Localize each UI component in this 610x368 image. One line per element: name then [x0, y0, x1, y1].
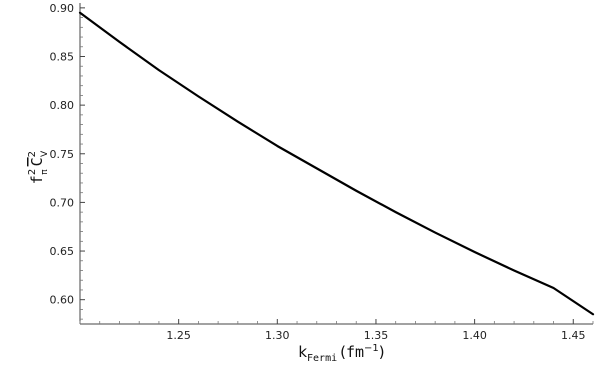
y-label-c-sub: V [40, 150, 50, 157]
x-label-open: ( [340, 343, 346, 361]
x-ticks: 1.25 1.30 1.35 1.40 1.45 [79, 319, 594, 342]
x-tick-label: 1.40 [462, 329, 487, 342]
x-tick-label: 1.25 [166, 329, 191, 342]
x-label-sub: Fermi [307, 353, 337, 364]
y-ticks: 0.60 0.65 0.70 0.75 0.80 0.85 0.90 [50, 2, 85, 320]
y-tick-label: 0.70 [50, 196, 75, 209]
y-tick-label: 0.85 [50, 51, 75, 64]
axes [79, 3, 593, 325]
y-tick-label: 0.80 [50, 99, 75, 112]
y-label-c-sup: 2 [27, 151, 38, 157]
x-label-unit: fm [346, 343, 364, 361]
x-tick-label: 1.45 [561, 329, 586, 342]
y-label-f-sub: π [40, 169, 50, 175]
y-label-c: C [28, 157, 46, 166]
y-label-f-sup: 2 [27, 169, 38, 175]
y-tick-label: 0.90 [50, 2, 75, 15]
y-tick-label: 0.75 [50, 148, 75, 161]
x-label-main: k [298, 343, 307, 361]
x-tick-label: 1.30 [265, 329, 290, 342]
y-label-f: f [28, 175, 46, 184]
x-label-exp: −1 [364, 343, 379, 354]
x-axis-label: kFermi (fm−1) [298, 343, 384, 364]
y-tick-label: 0.65 [50, 245, 75, 258]
series-layer [78, 11, 595, 316]
y-axis-label: f2 πC2 V [27, 150, 50, 184]
x-label-close: ) [379, 343, 385, 361]
series-line [78, 11, 595, 316]
x-tick-label: 1.35 [364, 329, 389, 342]
y-tick-label: 0.60 [50, 294, 75, 307]
